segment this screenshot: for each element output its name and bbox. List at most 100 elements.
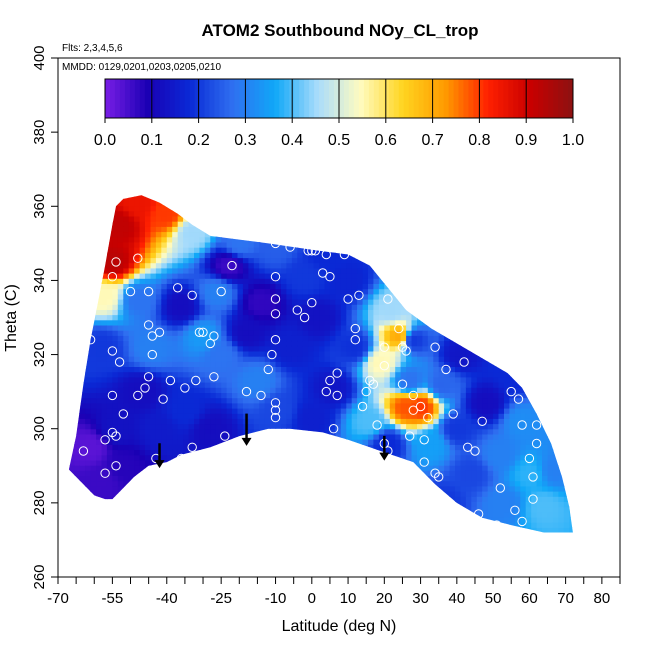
heatmap-cell: [346, 449, 353, 456]
heatmap-cell: [417, 496, 423, 502]
heatmap-cell: [281, 459, 287, 466]
heatmap-cell: [221, 496, 228, 502]
heatmap-cell: [319, 215, 326, 222]
heatmap-cell: [378, 371, 385, 378]
heatmap-cell: [215, 236, 222, 243]
heatmap-cell: [400, 423, 407, 430]
heatmap-cell: [177, 387, 184, 393]
heatmap-cell: [389, 480, 396, 487]
heatmap-cell: [183, 428, 190, 435]
heatmap-cell: [335, 392, 342, 399]
heatmap-cell: [123, 444, 130, 451]
heatmap-cell: [281, 522, 287, 528]
heatmap-cell: [161, 376, 168, 383]
heatmap-cell: [85, 433, 92, 440]
heatmap-cell: [308, 527, 315, 533]
heatmap-cell: [123, 475, 130, 482]
heatmap-cell: [166, 485, 173, 492]
heatmap-cell: [433, 527, 440, 533]
heatmap-cell: [204, 459, 211, 466]
heatmap-cell: [427, 324, 434, 331]
heatmap-cell: [96, 293, 103, 300]
heatmap-cell: [210, 433, 217, 440]
heatmap-cell: [400, 252, 407, 259]
heatmap-cell: [444, 210, 451, 217]
heatmap-cell: [476, 444, 483, 451]
heatmap-cell: [79, 205, 86, 212]
heatmap-cell: [373, 195, 380, 201]
heatmap-cell: [465, 366, 472, 373]
heatmap-cell: [68, 236, 75, 243]
heatmap-cell: [313, 267, 320, 274]
heatmap-cell: [378, 485, 385, 492]
heatmap-cell: [161, 423, 168, 430]
heatmap-cell: [117, 241, 124, 248]
heatmap-cell: [226, 506, 233, 513]
heatmap-cell: [319, 418, 326, 425]
heatmap-cell: [368, 314, 374, 321]
heatmap-cell: [96, 226, 103, 233]
heatmap-cell: [281, 340, 287, 347]
heatmap-cell: [161, 226, 168, 233]
heatmap-cell: [395, 299, 402, 305]
heatmap-cell: [324, 470, 331, 476]
heatmap-cell: [444, 511, 451, 518]
heatmap-cell: [123, 319, 130, 326]
heatmap-cell: [465, 501, 472, 508]
heatmap-cell: [406, 319, 413, 326]
heatmap-cell: [427, 371, 434, 378]
heatmap-cell: [85, 485, 92, 492]
heatmap-cell: [264, 267, 271, 274]
heatmap-cell: [335, 283, 342, 290]
heatmap-cell: [106, 236, 113, 243]
heatmap-cell: [232, 470, 238, 476]
heatmap-cell: [150, 402, 157, 409]
heatmap-cell: [112, 506, 119, 513]
heatmap-cell: [422, 288, 429, 295]
heatmap-cell: [291, 252, 298, 259]
heatmap-cell: [85, 449, 92, 456]
heatmap-cell: [346, 226, 353, 233]
heatmap-cell: [85, 350, 92, 357]
heatmap-cell: [204, 485, 211, 492]
heatmap-cell: [155, 527, 162, 533]
heatmap-cell: [237, 278, 244, 284]
heatmap-cell: [291, 413, 298, 419]
heatmap-cell: [308, 382, 315, 388]
heatmap-cell: [112, 288, 119, 295]
heatmap-cell: [313, 324, 320, 331]
heatmap-cell: [471, 496, 478, 502]
heatmap-cell: [346, 516, 353, 523]
heatmap-cell: [199, 465, 206, 471]
heatmap-cell: [79, 480, 86, 487]
heatmap-cell: [395, 506, 402, 513]
heatmap-cell: [422, 215, 429, 222]
heatmap-cell: [465, 376, 472, 383]
heatmap-cell: [183, 413, 190, 419]
heatmap-cell: [264, 465, 271, 471]
heatmap-cell: [101, 299, 108, 305]
heatmap-cell: [232, 345, 238, 352]
heatmap-cell: [351, 257, 358, 264]
heatmap-cell: [123, 304, 130, 310]
heatmap-cell: [215, 319, 222, 326]
heatmap-cell: [172, 205, 179, 212]
heatmap-cell: [188, 221, 195, 227]
heatmap-cell: [422, 408, 429, 414]
heatmap-cell: [253, 408, 260, 414]
heatmap-cell: [134, 210, 141, 217]
heatmap-cell: [226, 423, 233, 430]
heatmap-cell: [438, 423, 445, 430]
heatmap-cell: [444, 299, 451, 305]
heatmap-cell: [270, 304, 277, 310]
heatmap-cell: [281, 257, 287, 264]
heatmap-cell: [417, 522, 423, 528]
heatmap-cell: [400, 241, 407, 248]
heatmap-cell: [275, 522, 282, 528]
heatmap-cell: [438, 314, 445, 321]
heatmap-cell: [471, 376, 478, 383]
heatmap-cell: [411, 195, 418, 196]
heatmap-cell: [351, 423, 358, 430]
heatmap-cell: [112, 371, 119, 378]
heatmap-cell: [357, 236, 364, 243]
